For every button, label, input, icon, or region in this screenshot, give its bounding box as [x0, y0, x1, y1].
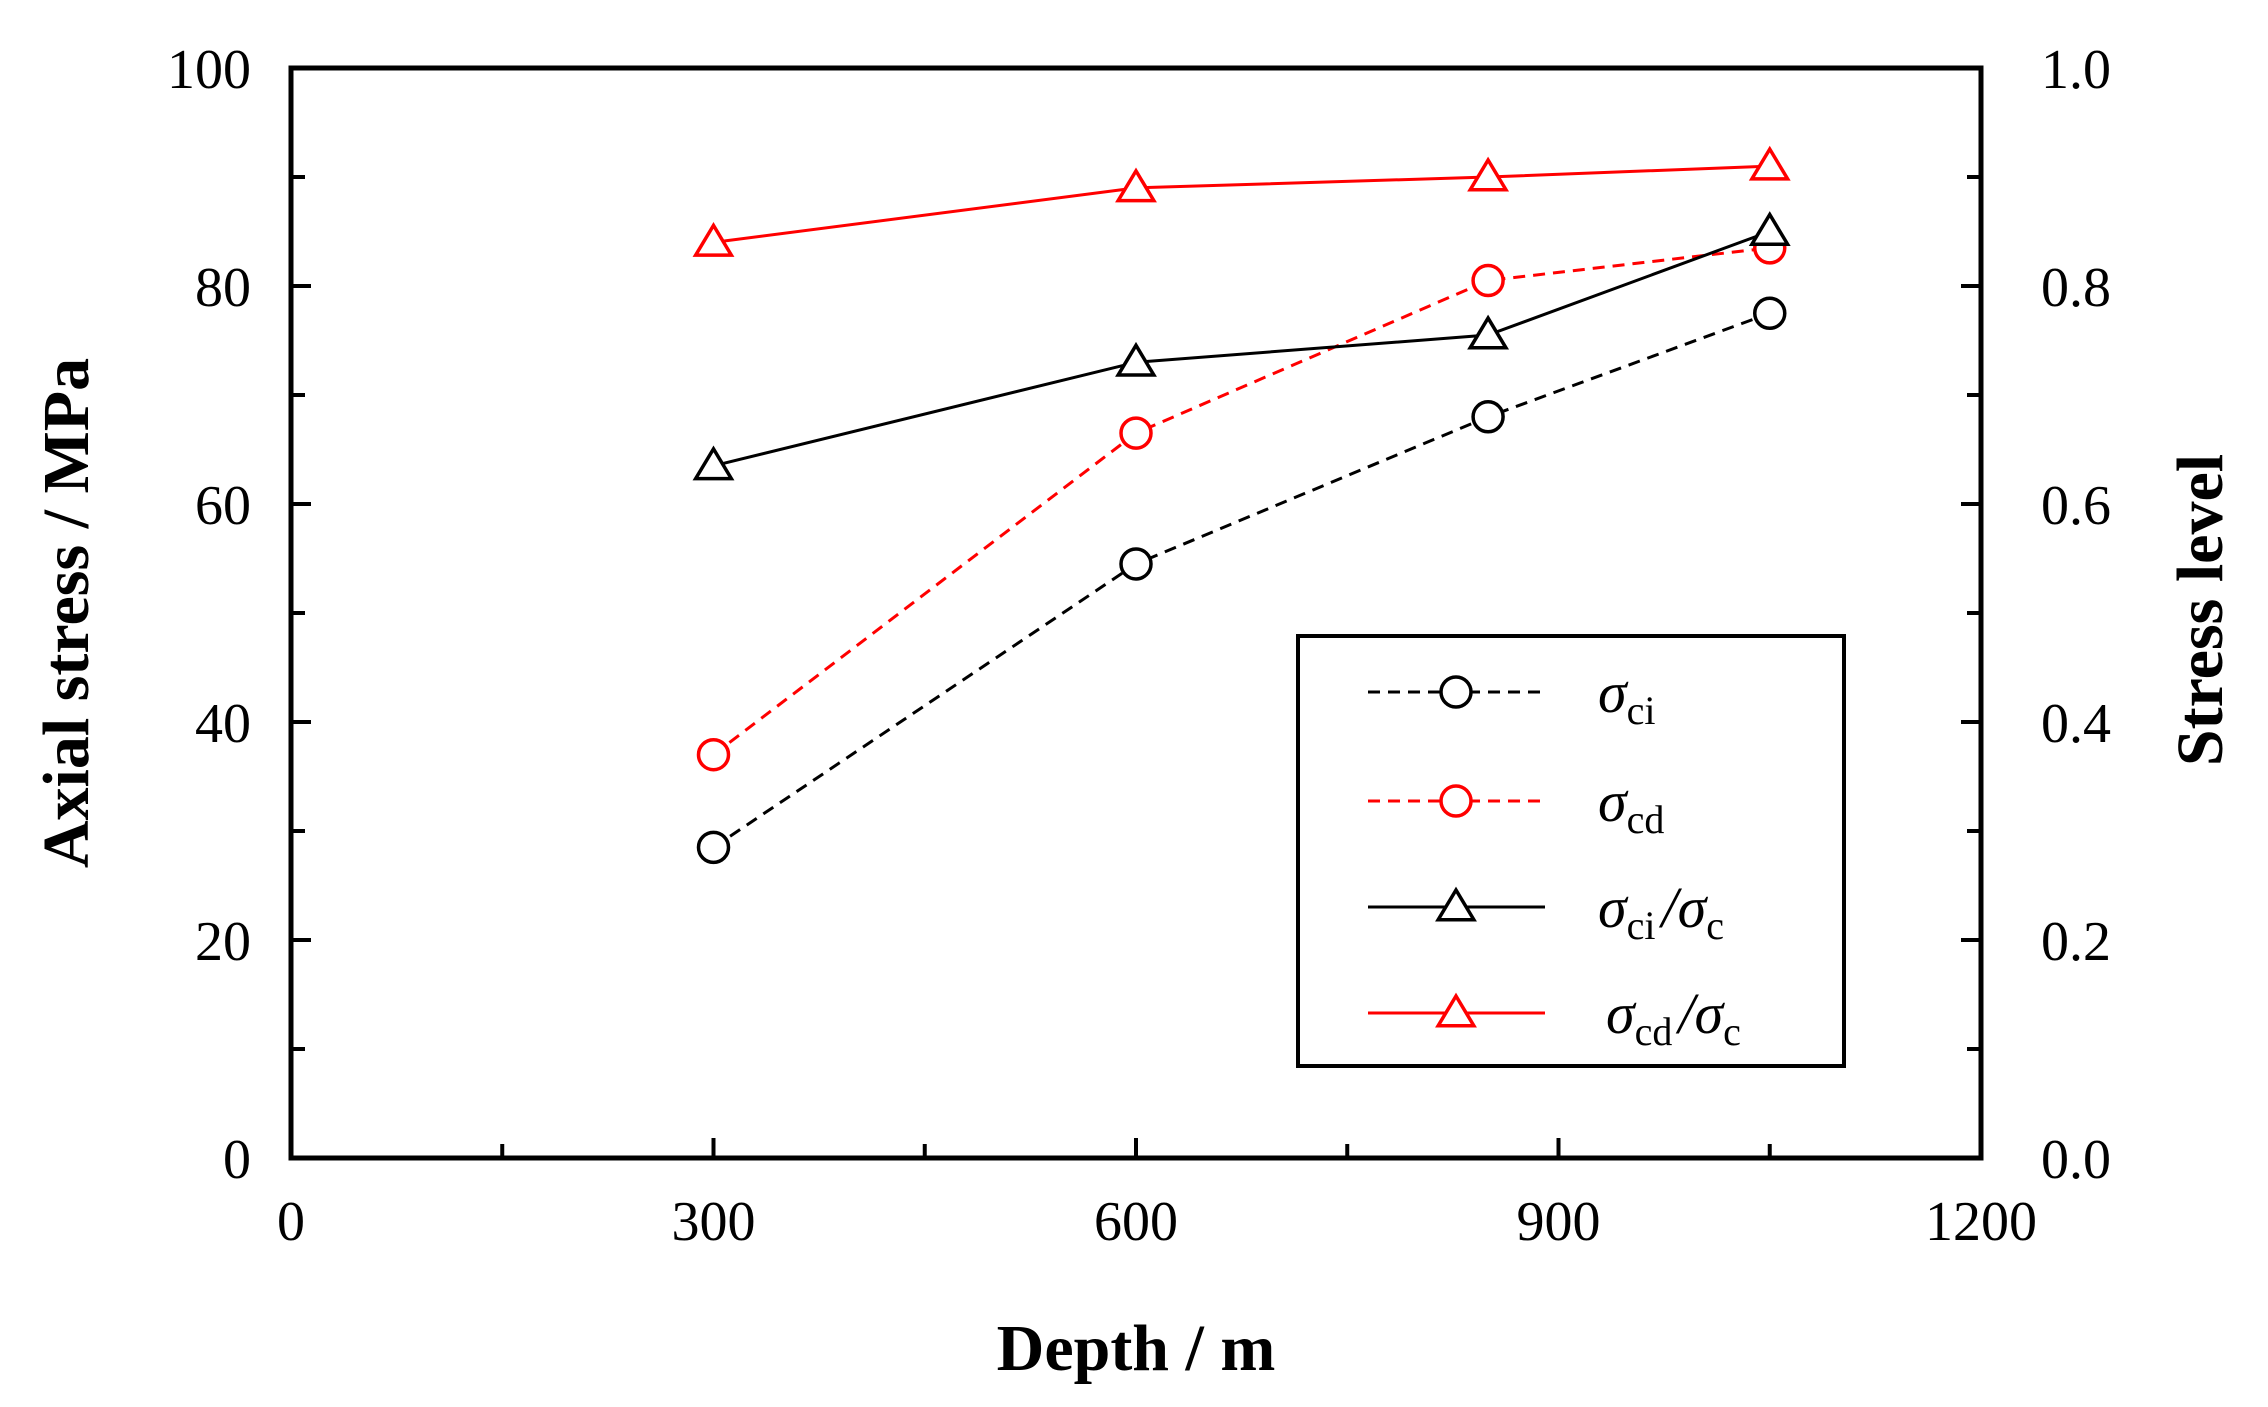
sigma-ci-ratio-point: [692, 445, 735, 481]
legend-label-sigma-cd: σcd: [1598, 769, 1664, 842]
sigma-cd-line: [712, 246, 1770, 756]
x-tick-label: 300: [672, 1191, 756, 1253]
sigma-cd-ratio-line: [713, 164, 1770, 244]
sigma-ci-ratio-point: [1467, 314, 1510, 350]
legend-marker-sigma-ci: [1439, 675, 1473, 709]
x-tick-label: 0: [277, 1191, 305, 1253]
x-tick-label: 900: [1517, 1191, 1601, 1253]
y-right-tick-label: 0.0: [2041, 1129, 2111, 1191]
y-left-tick-label: 40: [195, 693, 251, 755]
y-left-tick-label: 100: [167, 39, 251, 101]
sigma-ci-point: [1119, 547, 1153, 581]
y-left-axis-title: Axial stress / MPa: [30, 358, 103, 868]
sigma-ci-line: [712, 311, 1771, 849]
x-tick-label: 1200: [1925, 1191, 2037, 1253]
legend-box: [1296, 634, 1846, 1068]
y-left-tick-label: 60: [195, 475, 251, 537]
sigma-ci-point: [696, 830, 731, 865]
legend: σci σcd σci/σc σcd/σc: [1296, 634, 1846, 1068]
legend-marker-sigma-cd: [1439, 784, 1473, 818]
legend-marker-sigma-cd-ratio: [1435, 992, 1477, 1028]
sigma-ci-point: [1753, 296, 1787, 330]
y-right-tick-label: 1.0: [2041, 39, 2111, 101]
legend-label-sigma-ci: σci: [1598, 660, 1655, 733]
y-right-tick-label: 0.8: [2041, 257, 2111, 319]
y-left-tick-label: 80: [195, 257, 251, 319]
legend-marker-sigma-ci-ratio: [1435, 886, 1477, 922]
sigma-cd-ratio-point: [692, 221, 735, 257]
sigma-ci-ratio-line: [713, 230, 1771, 468]
sigma-cd-point: [1119, 416, 1153, 450]
sigma-cd-ratio-point: [1748, 145, 1791, 181]
x-axis-title: Depth / m: [997, 1312, 1276, 1385]
y-right-axis-title: Stress level: [2164, 454, 2237, 766]
sigma-ci-point: [1471, 400, 1505, 434]
sigma-ci-ratio-point: [1748, 211, 1791, 246]
y-left-tick-label: 0: [223, 1129, 251, 1191]
legend-label-sigma-ci-ratio: σci/σc: [1598, 875, 1724, 948]
sigma-cd-ratio-point: [1467, 156, 1510, 192]
legend-label-sigma-cd-ratio: σcd/σc: [1606, 981, 1741, 1054]
y-right-tick-label: 0.4: [2041, 693, 2111, 755]
chart-marks: [692, 145, 1791, 865]
y-right-tick-label: 0.2: [2041, 911, 2111, 973]
y-right-tick-label: 0.6: [2041, 475, 2111, 537]
x-tick-label: 600: [1094, 1191, 1178, 1253]
sigma-cd-point: [696, 737, 731, 772]
y-left-tick-label: 20: [195, 911, 251, 973]
sigma-cd-ratio-point: [1115, 167, 1157, 203]
chart-axes: 0 300 600 900 1200 0 20 40 60 80 100 0.0 0.2 0.4 0.6 0.…: [30, 39, 2237, 1385]
sigma-cd-point: [1471, 263, 1505, 298]
sigma-ci-ratio-point: [1115, 341, 1157, 377]
